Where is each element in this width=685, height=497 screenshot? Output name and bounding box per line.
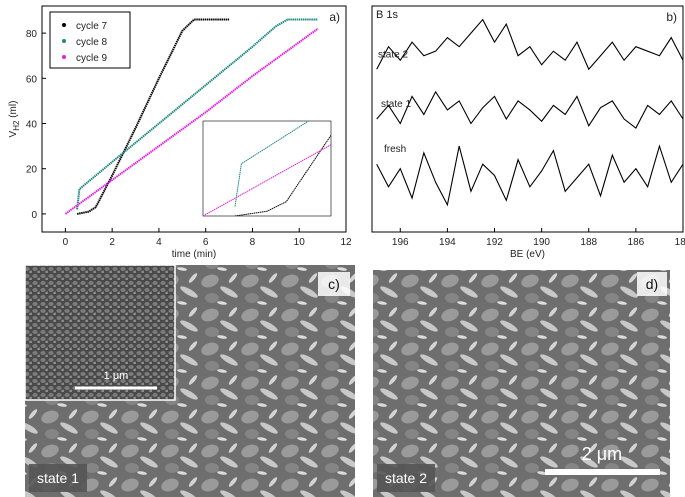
x-tick-label: 196 [392,237,409,248]
y-tick-label: 20 [26,165,38,176]
y-axis-label: VH2 (ml) [8,101,21,138]
legend-label: cycle 9 [76,53,108,64]
series-line [234,134,331,216]
x-tick-label: 8 [250,237,256,248]
y-tick-label: 0 [31,210,37,221]
y-axis-label-part: V [8,130,19,137]
series-label: state 1 [381,99,411,110]
sem-panel-d: d) 2 μm state 2 [373,270,670,497]
x-axis-label: BE (eV) [510,249,545,260]
chart-title: B 1s [376,9,399,21]
caption: state 2 [385,470,427,486]
x-tick-label: 4 [156,237,162,248]
panel-label-bg [318,272,350,296]
legend-label: cycle 8 [76,37,108,48]
inset-plot [203,121,331,216]
y-tick-label: 60 [26,74,38,85]
caption-bg [377,464,435,492]
x-tick-label: 10 [294,237,306,248]
y-tick-label: 80 [26,29,38,40]
y-axis-label-part: H2 [12,120,21,131]
series-line [76,18,230,215]
series-label: fresh [384,144,406,155]
x-tick-label: 184 [675,237,685,248]
x-tick-label: 188 [580,237,597,248]
series-line [64,27,319,215]
x-tick-label: 192 [486,237,503,248]
y-axis-label-part: (ml) [8,101,19,121]
panel-label-bg [637,272,667,296]
series-line [376,90,684,129]
x-tick-label: 6 [203,237,209,248]
x-tick-label: 186 [628,237,645,248]
plot-frame [41,5,347,233]
x-axis-label: time (min) [172,249,216,260]
y-tick-label: 40 [26,120,38,131]
x-tick-label: 190 [533,237,550,248]
caption-bg [29,464,87,492]
series-label: state 2 [378,49,408,60]
x-tick-label: 194 [439,237,456,248]
scalebar-label: 1 μm [104,370,129,382]
sem-panel-c: 1 μm c) state 1 [24,264,355,497]
caption: state 1 [37,470,79,486]
panel-label: d) [646,276,658,292]
series-line [376,144,684,207]
panel-label: c) [328,276,340,292]
sem-inset [24,264,176,401]
sem-image [373,270,670,497]
series-line [376,18,684,71]
plot-frame [371,5,684,233]
legend-marker [62,23,66,27]
series-line [76,18,318,210]
panel-label: b) [666,10,677,24]
scalebar-label: 2 μm [582,444,622,464]
x-tick-label: 12 [340,237,352,248]
legend-marker [62,55,66,59]
legend-label: cycle 7 [76,21,108,32]
x-tick-label: 2 [109,237,115,248]
inset-frame [202,120,332,217]
legend-marker [62,39,66,43]
panel-label: a) [329,10,340,24]
x-tick-label: 0 [63,237,69,248]
